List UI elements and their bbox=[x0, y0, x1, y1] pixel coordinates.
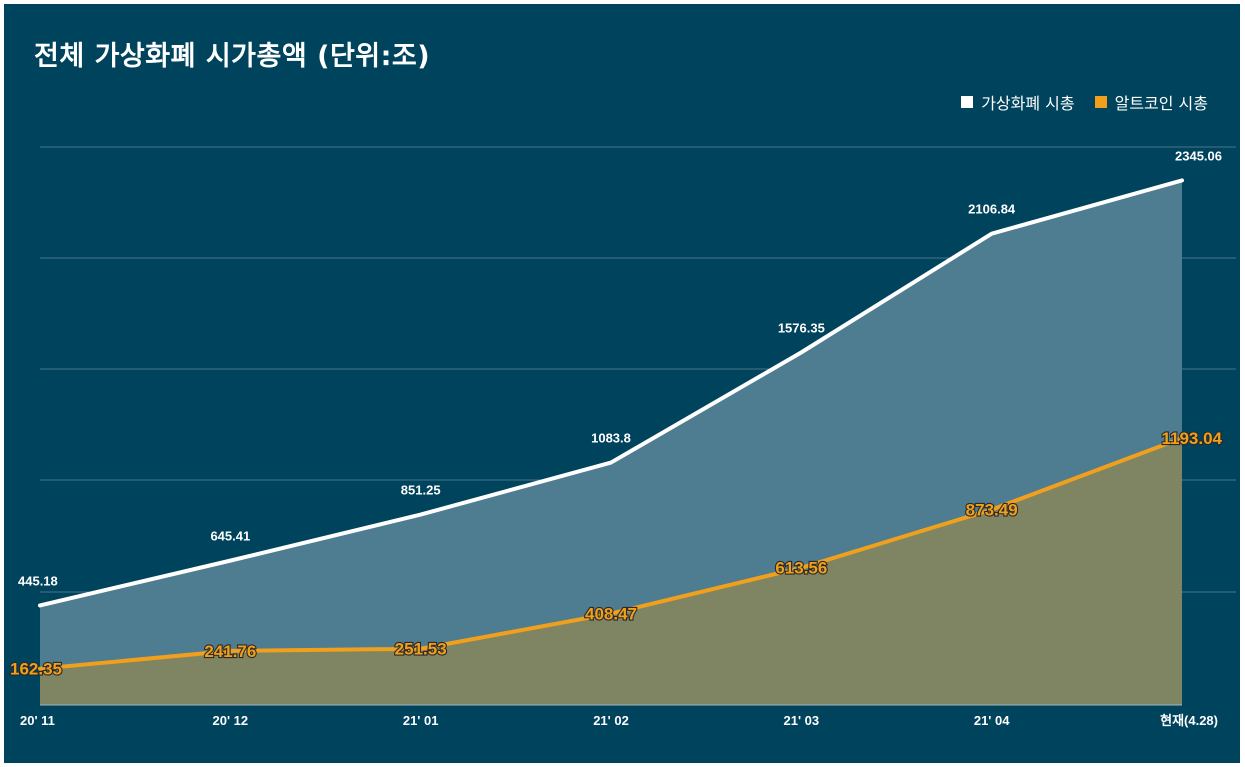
legend-swatch-altcoin bbox=[1094, 96, 1107, 108]
legend-label-total: 가상화폐 시총 bbox=[981, 94, 1075, 113]
legend-item-altcoin: 알트코인 시총 bbox=[1094, 90, 1208, 114]
total-data-label-2: 851.25 bbox=[401, 483, 441, 498]
total-data-label-1: 645.41 bbox=[210, 529, 250, 544]
total-data-label-3: 1083.8 bbox=[591, 431, 631, 446]
series-area-1 bbox=[40, 438, 1182, 705]
x-tick-label-0: 20' 11 bbox=[20, 713, 55, 728]
altcoin-data-label-2: 251.53 bbox=[395, 640, 447, 659]
altcoin-data-label-3: 408.47 bbox=[585, 605, 637, 624]
altcoin-data-label-0: 162.35 bbox=[10, 660, 62, 679]
total-data-label-6: 2345.06 bbox=[1175, 148, 1222, 163]
total-data-label-4: 1576.35 bbox=[778, 320, 825, 335]
legend-item-total: 가상화폐 시총 bbox=[961, 90, 1075, 114]
x-tick-label-2: 21' 01 bbox=[403, 713, 439, 728]
x-tick-label-6: 현재(4.28) bbox=[1160, 713, 1218, 728]
total-data-label-5: 2106.84 bbox=[968, 202, 1016, 217]
altcoin-data-label-1: 241.76 bbox=[204, 642, 256, 661]
x-tick-label-5: 21' 04 bbox=[974, 713, 1010, 728]
chart-legend: 가상화폐 시총 알트코인 시총 bbox=[961, 90, 1208, 114]
legend-swatch-total bbox=[961, 96, 974, 108]
series-line-1 bbox=[38, 436, 1184, 671]
altcoin-data-label-5: 873.49 bbox=[966, 501, 1018, 520]
altcoin-data-label-6: 1193.04 bbox=[1161, 429, 1222, 448]
x-tick-label-3: 21' 02 bbox=[593, 713, 629, 728]
chart-title: 전체 가상화폐 시가총액 (단위:조) bbox=[34, 41, 431, 72]
x-tick-label-1: 20' 12 bbox=[213, 713, 249, 728]
altcoin-data-label-4: 613.56 bbox=[775, 559, 827, 578]
total-data-label-0: 445.18 bbox=[18, 573, 58, 588]
chart-panel: 전체 가상화폐 시가총액 (단위:조) 가상화폐 시총 알트코인 시총 445.… bbox=[4, 4, 1240, 763]
series-line-0 bbox=[38, 178, 1184, 608]
legend-label-altcoin: 알트코인 시총 bbox=[1114, 94, 1208, 113]
x-tick-label-4: 21' 03 bbox=[784, 713, 820, 728]
chart-plot: 445.18 645.41 851.25 1083.8 1576.35 2106.84 23… bbox=[9, 146, 1236, 728]
